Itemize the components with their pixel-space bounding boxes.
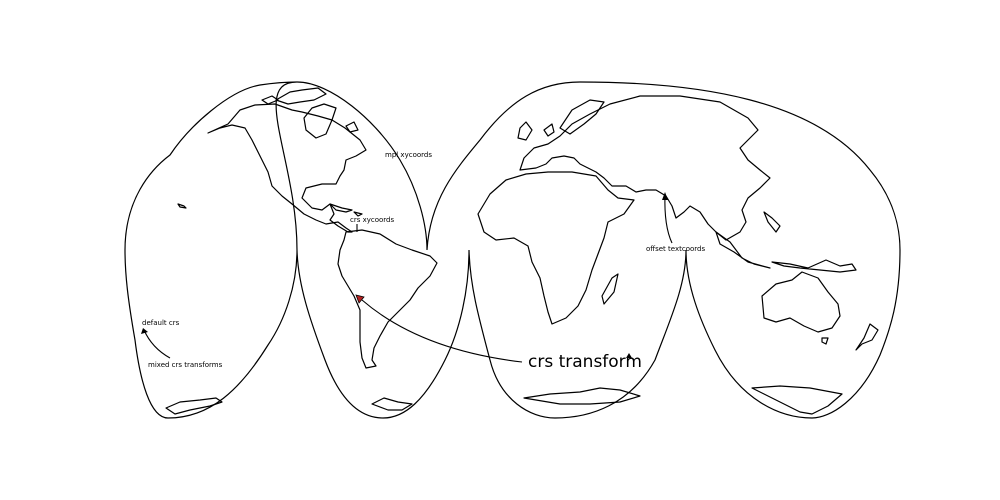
japan-coastline	[763, 211, 781, 233]
south-america-coastline	[337, 229, 438, 369]
map-boundary	[124, 81, 901, 419]
offset-textcoords-label: offset textcoords	[646, 245, 705, 253]
antarctica-coastline-2	[371, 397, 413, 411]
offset-textcoords-arrowhead	[662, 192, 668, 200]
offset-textcoords-arrow	[664, 194, 673, 244]
new-zealand-coastline	[855, 323, 879, 351]
scandinavia-coastline	[559, 99, 605, 135]
africa-coastline	[477, 171, 635, 325]
tasmania-coastline	[821, 337, 829, 345]
eurasia-coastline	[519, 95, 771, 241]
default-crs-label: default crs	[142, 319, 180, 327]
australia-coastline	[761, 271, 841, 333]
arctic-islands-coastline	[261, 87, 359, 133]
antarctica-coastline-1	[165, 397, 223, 415]
mixed-crs-arrowhead	[141, 328, 148, 334]
crs-transform-marker	[626, 353, 632, 358]
antarctica-coastline-3	[523, 387, 641, 405]
indonesia-coastline	[771, 259, 857, 273]
british-isles-coastline	[517, 121, 555, 141]
crs-transform-label: crs transform	[528, 352, 642, 372]
mixed-crs-arrow	[143, 329, 171, 359]
antarctica-coastline-4	[751, 385, 843, 415]
madagascar-coastline	[601, 273, 619, 305]
crs-transform-arrowhead	[355, 294, 365, 304]
caribbean-coastline	[177, 203, 363, 217]
crs-xycoords-label: crs xycoords	[350, 216, 394, 224]
mixed-crs-transforms-label: mixed crs transforms	[148, 361, 223, 369]
north-america-coastline	[207, 103, 367, 233]
mpl-xycoords-label: mpl xycoords	[385, 151, 432, 159]
crs-transform-arrow	[361, 299, 523, 363]
greenland-coastline	[303, 103, 337, 139]
southeast-asia-coastline	[715, 231, 771, 269]
